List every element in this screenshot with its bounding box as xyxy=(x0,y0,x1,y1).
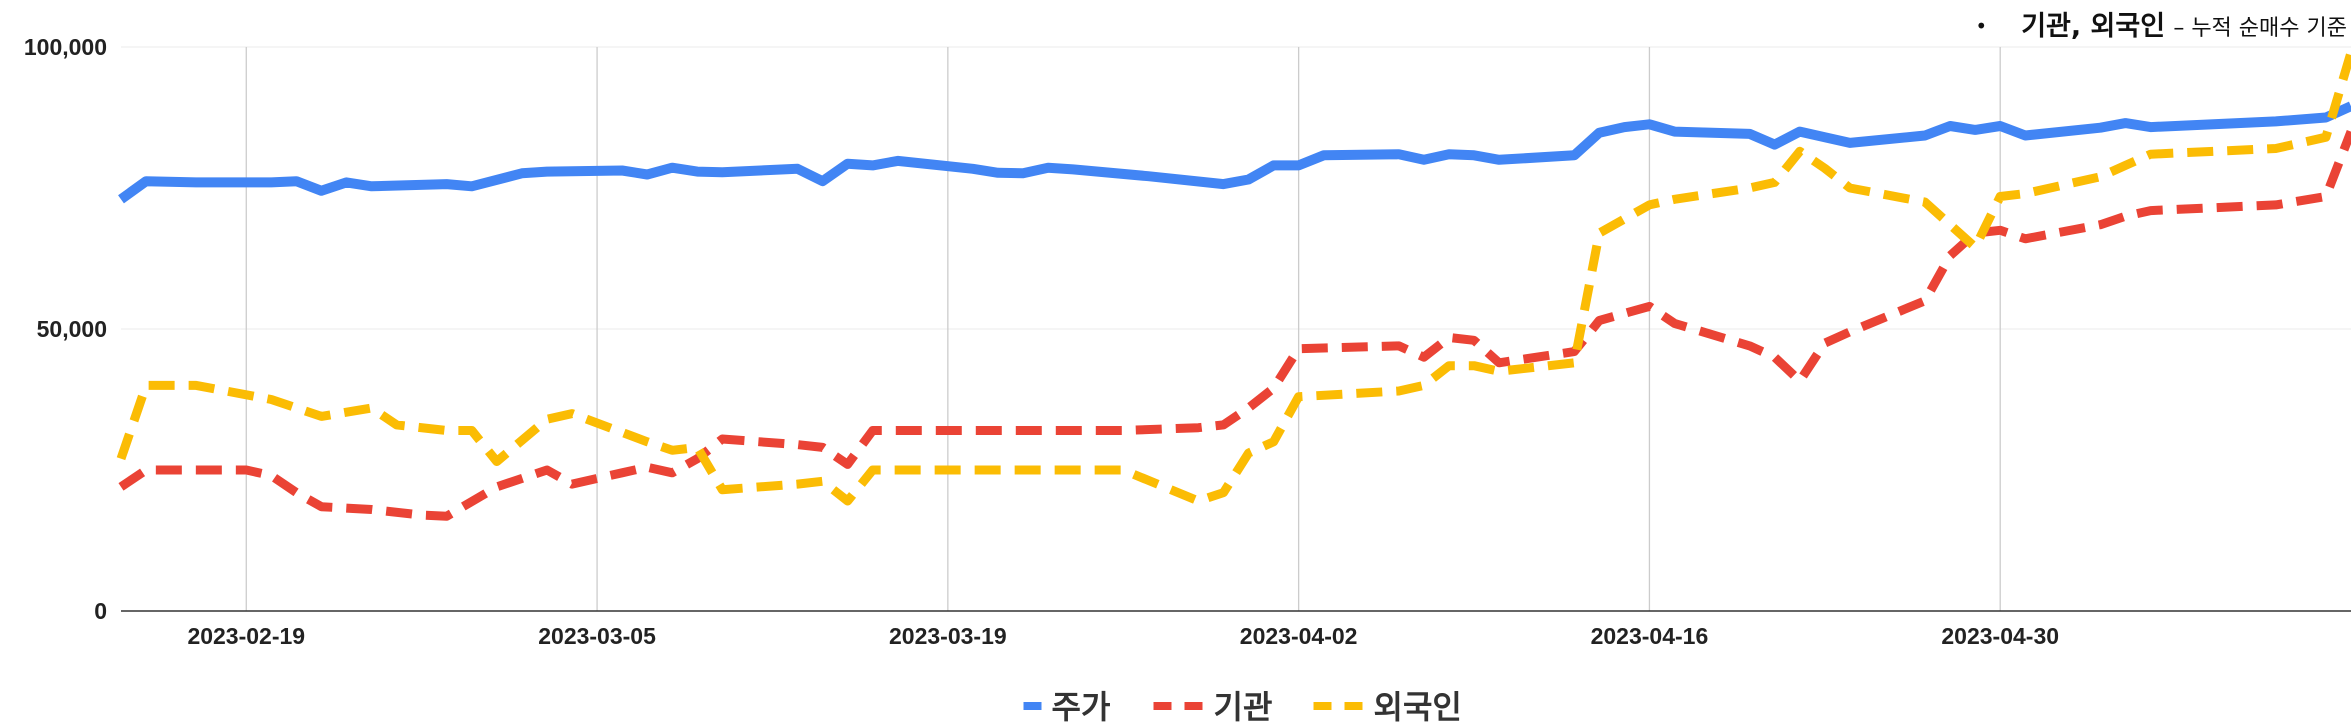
legend-label: 기관 xyxy=(1214,688,1273,726)
y-tick-label: 100,000 xyxy=(24,34,107,60)
legend[interactable]: 주가 기관 외국인 xyxy=(1023,688,1462,726)
x-tick-label: 2023-03-19 xyxy=(889,623,1007,649)
legend-label: 주가 xyxy=(1052,688,1111,726)
y-tick-label: 50,000 xyxy=(37,316,107,342)
legend-item-3[interactable]: 외국인 xyxy=(1313,688,1462,726)
x-tick-label: 2023-04-02 xyxy=(1240,623,1358,649)
note-text: – 누적 순매수 기준 xyxy=(2173,16,2347,41)
legend-item-1[interactable]: 주가 xyxy=(1023,688,1111,726)
note-bullet: • xyxy=(1975,14,1988,38)
note-emphasis: 기관, 외국인 xyxy=(2021,11,2166,42)
series-line-3[interactable] xyxy=(116,51,2351,506)
y-tick-label: 0 xyxy=(94,598,107,624)
legend-item-2[interactable]: 기관 xyxy=(1153,688,1273,726)
series-line-1[interactable] xyxy=(118,101,2351,204)
legend-label: 외국인 xyxy=(1374,688,1462,726)
x-tick-label: 2023-02-19 xyxy=(187,623,305,649)
series-line-2[interactable] xyxy=(118,129,2351,521)
series-lines xyxy=(116,51,2351,521)
x-tick-label: 2023-04-30 xyxy=(1941,623,2059,649)
gridlines xyxy=(121,46,2351,611)
y-tick-labels: 0 50,000 100,000 xyxy=(24,34,107,624)
x-tick-labels: 2023-02-19 2023-03-05 2023-03-19 2023-04-02… xyxy=(187,623,2059,649)
chart-note: • 기관, 외국인 – 누적 순매수 기준 xyxy=(1975,4,2347,43)
x-tick-label: 2023-04-16 xyxy=(1591,623,1709,649)
x-tick-label: 2023-03-05 xyxy=(538,623,656,649)
